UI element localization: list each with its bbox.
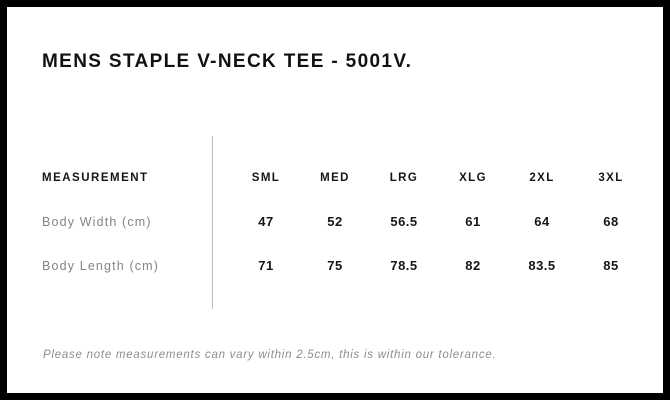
page-title: MENS STAPLE V-NECK TEE - 5001V. [42, 51, 413, 72]
size-chart-sheet: MENS STAPLE V-NECK TEE - 5001V. MEASUREM… [7, 7, 663, 393]
row-label-body-length: Body Length (cm) [42, 259, 160, 273]
cell-body-length-3xl: 85 [603, 258, 619, 273]
cell-body-length-2xl: 83.5 [528, 258, 556, 273]
cell-body-width-sml: 47 [258, 214, 274, 229]
column-header-med: MED [320, 172, 350, 184]
cell-body-width-lrg: 56.5 [390, 214, 418, 229]
cell-body-width-3xl: 68 [603, 214, 619, 229]
column-header-measurement: MEASUREMENT [42, 172, 149, 184]
column-header-lrg: LRG [389, 172, 419, 184]
cell-body-length-med: 75 [327, 258, 343, 273]
row-label-body-width: Body Width (cm) [42, 215, 152, 229]
column-header-sml: SML [251, 172, 281, 184]
table-row: Body Length (cm) 71 75 78.5 82 83.5 85 [7, 255, 663, 277]
column-header-3xl: 3XL [598, 172, 624, 184]
cell-body-length-lrg: 78.5 [390, 258, 418, 273]
table-vertical-divider [212, 136, 213, 309]
cell-body-width-2xl: 64 [534, 214, 550, 229]
cell-body-width-xlg: 61 [465, 214, 481, 229]
column-header-2xl: 2XL [529, 172, 555, 184]
column-header-xlg: XLG [459, 172, 487, 184]
tolerance-footnote: Please note measurements can vary within… [43, 349, 497, 361]
table-row: Body Width (cm) 47 52 56.5 61 64 68 [7, 211, 663, 233]
table-header-row: MEASUREMENT SML MED LRG XLG 2XL 3XL [7, 167, 663, 189]
size-table: MEASUREMENT SML MED LRG XLG 2XL 3XL Body… [7, 7, 663, 393]
cell-body-length-xlg: 82 [465, 258, 481, 273]
cell-body-width-med: 52 [327, 214, 343, 229]
cell-body-length-sml: 71 [258, 258, 274, 273]
